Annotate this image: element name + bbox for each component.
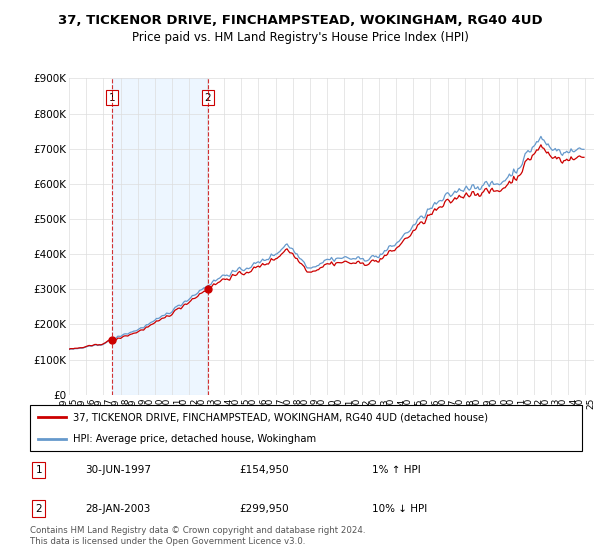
Text: 30-JUN-1997: 30-JUN-1997 [85, 465, 151, 475]
Text: 2: 2 [205, 93, 211, 102]
Text: 28-JAN-2003: 28-JAN-2003 [85, 503, 151, 514]
Text: Price paid vs. HM Land Registry's House Price Index (HPI): Price paid vs. HM Land Registry's House … [131, 31, 469, 44]
Text: Contains HM Land Registry data © Crown copyright and database right 2024.
This d: Contains HM Land Registry data © Crown c… [30, 526, 365, 546]
Text: £299,950: £299,950 [240, 503, 289, 514]
Text: 10% ↓ HPI: 10% ↓ HPI [372, 503, 427, 514]
Text: £154,950: £154,950 [240, 465, 289, 475]
Text: 1% ↑ HPI: 1% ↑ HPI [372, 465, 421, 475]
Text: 37, TICKENOR DRIVE, FINCHAMPSTEAD, WOKINGHAM, RG40 4UD: 37, TICKENOR DRIVE, FINCHAMPSTEAD, WOKIN… [58, 14, 542, 27]
Text: 1: 1 [109, 93, 115, 102]
Bar [112, 78, 208, 395]
Text: HPI: Average price, detached house, Wokingham: HPI: Average price, detached house, Woki… [73, 435, 316, 444]
Text: 37, TICKENOR DRIVE, FINCHAMPSTEAD, WOKINGHAM, RG40 4UD (detached house): 37, TICKENOR DRIVE, FINCHAMPSTEAD, WOKIN… [73, 412, 488, 422]
Text: 1: 1 [35, 465, 42, 475]
Text: 2: 2 [35, 503, 42, 514]
